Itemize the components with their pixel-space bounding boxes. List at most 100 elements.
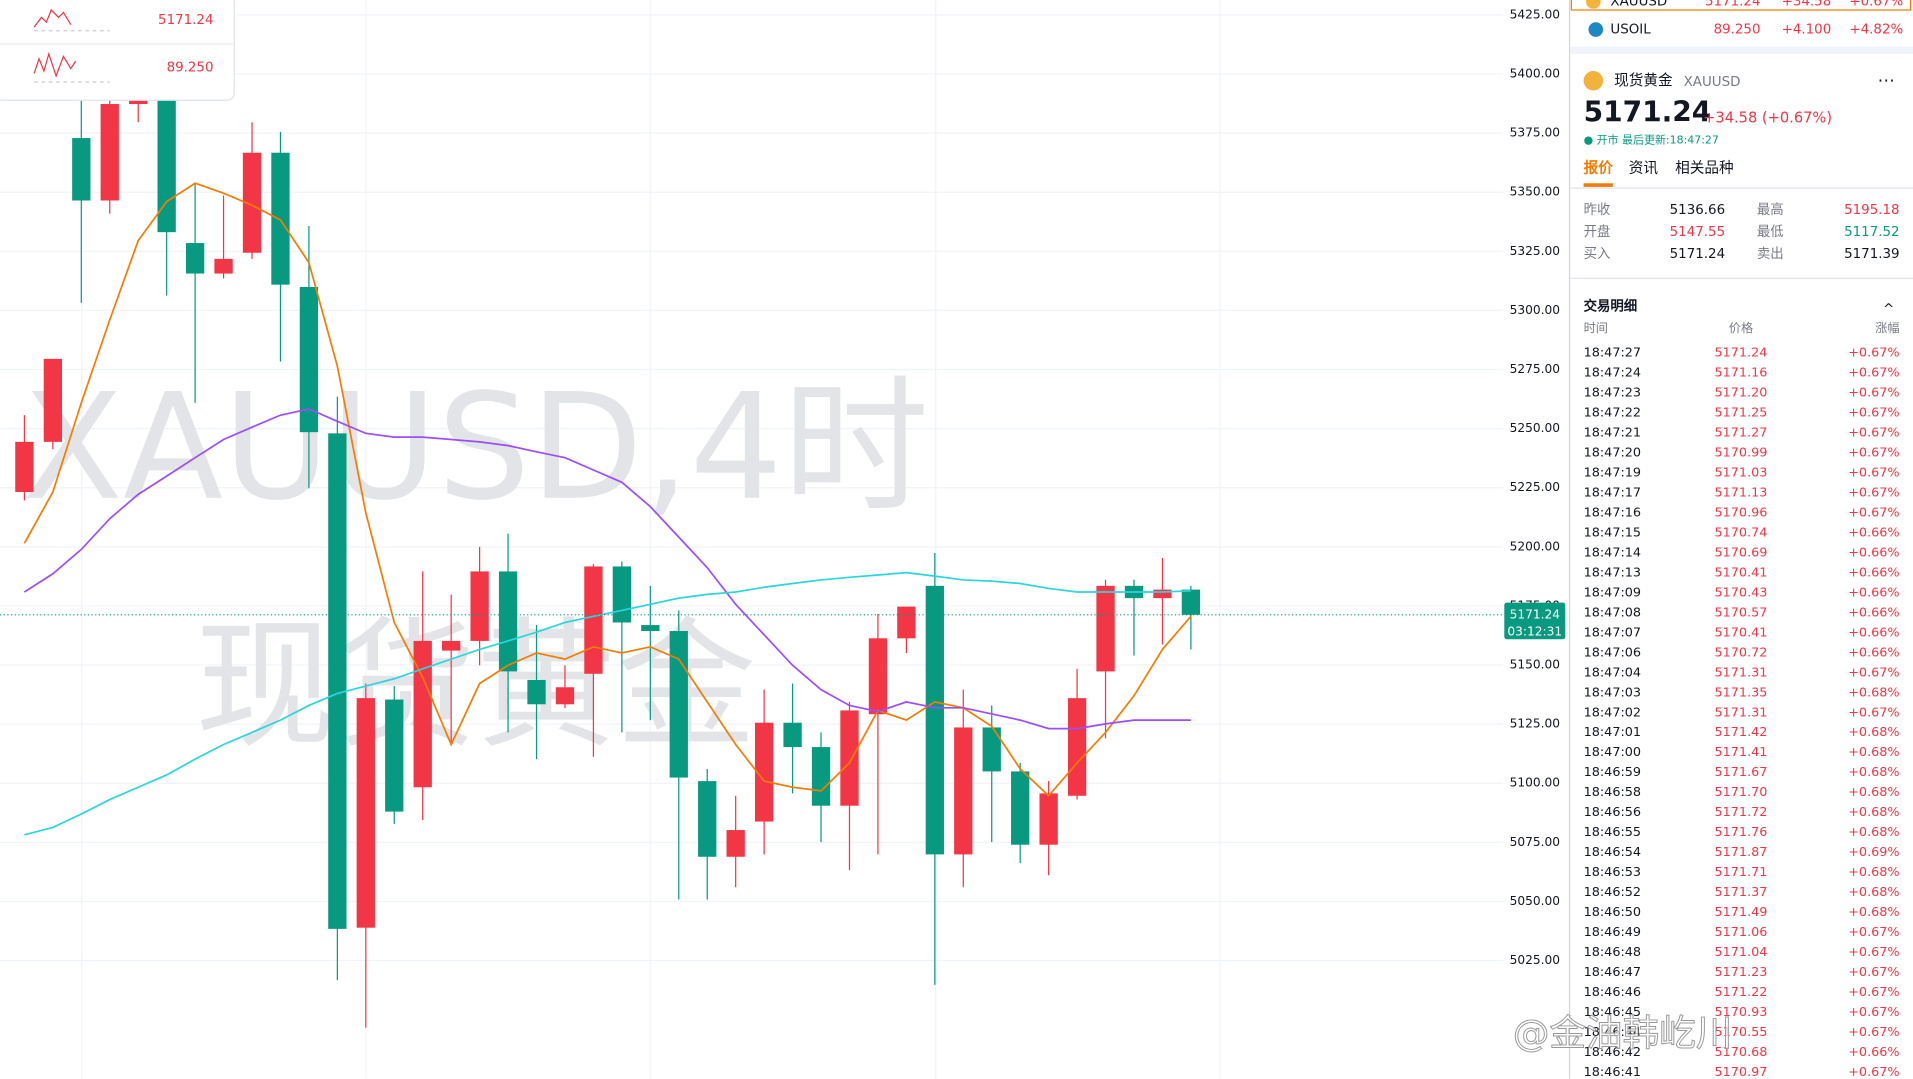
candle-body [897, 606, 916, 639]
collapse-button[interactable]: ^ [1883, 302, 1894, 317]
trade-time: 18:46:47 [1584, 965, 1641, 980]
popup-value: 5171.24 [158, 13, 213, 28]
tab[interactable]: 报价 [1584, 160, 1614, 177]
trade-time: 18:46:45 [1584, 1005, 1641, 1020]
tab[interactable]: 资讯 [1629, 160, 1659, 177]
candle-body [925, 585, 944, 855]
sparkline [33, 51, 77, 78]
y-tick-label: 5325.00 [1510, 244, 1560, 258]
trade-time: 18:46:55 [1584, 825, 1641, 840]
trades-table: 18:47:27 5171.24 +0.67% 18:47:24 5171.16 +0.6… [1584, 345, 1900, 1079]
selected-row[interactable] [1570, 0, 1912, 11]
watch-change: +34.58 [1782, 0, 1832, 9]
trade-price: 5171.04 [1715, 945, 1768, 960]
trade-time: 18:47:16 [1584, 505, 1641, 520]
trade-price: 5171.37 [1715, 885, 1768, 900]
trade-change: +0.69% [1848, 845, 1899, 860]
trade-price: 5171.20 [1715, 385, 1768, 400]
trade-price: 5171.35 [1715, 685, 1768, 700]
trade-change: +0.68% [1848, 725, 1899, 740]
trade-price: 5170.97 [1715, 1065, 1768, 1079]
tab-underline [1583, 183, 1613, 187]
weibo-watermark: @金油韩屹川 [1513, 1011, 1733, 1054]
watch-symbol[interactable]: USOIL [1610, 23, 1651, 38]
trade-price: 5171.71 [1715, 865, 1768, 880]
candle-body [15, 441, 34, 492]
candle-body [1096, 585, 1115, 672]
symbol-name: 现货黄金 [1614, 72, 1673, 89]
popup-box [0, 0, 235, 101]
y-tick-label: 5400.00 [1510, 67, 1560, 81]
candle-body [1181, 589, 1201, 615]
stat-value: 5171.39 [1844, 247, 1899, 262]
trade-price: 5170.69 [1715, 545, 1768, 560]
trade-price: 5171.23 [1715, 965, 1768, 980]
stats: 昨收 5136.66 最高 5195.18 开盘 5147.55 最低 5117.52 买入 51… [1584, 201, 1900, 262]
trade-price: 5171.41 [1715, 745, 1768, 760]
price-change: +34.58 (+0.67%) [1703, 110, 1832, 127]
stat-label: 卖出 [1757, 246, 1784, 262]
watch-symbol[interactable]: XAUUSD [1610, 0, 1667, 9]
trade-price: 5171.27 [1715, 425, 1768, 440]
column-header: 时间 [1584, 321, 1608, 335]
y-tick-label: 5150.00 [1510, 658, 1560, 672]
trade-change: +0.67% [1848, 465, 1899, 480]
candle-body [43, 358, 63, 442]
trade-change: +0.67% [1848, 1005, 1899, 1020]
trade-price: 5170.68 [1715, 1045, 1768, 1060]
trade-change: +0.66% [1848, 565, 1899, 580]
candle-body [555, 687, 575, 705]
separator [1570, 46, 1913, 54]
trade-time: 18:47:15 [1584, 525, 1641, 540]
moving-average [24, 571, 1191, 836]
trade-price: 5170.96 [1715, 505, 1768, 520]
y-tick-label: 5075.00 [1510, 835, 1560, 849]
trade-change: +0.68% [1848, 685, 1899, 700]
candle-body [1011, 771, 1030, 845]
candle-body [641, 625, 660, 631]
trade-change: +0.68% [1848, 865, 1899, 880]
y-tick-label: 5125.00 [1510, 717, 1560, 731]
trade-change: +0.66% [1848, 525, 1899, 540]
price: 5171.24 [1584, 96, 1712, 129]
y-tick-label: 5350.00 [1510, 185, 1560, 199]
trade-change: +0.66% [1848, 545, 1899, 560]
trade-time: 18:47:01 [1584, 725, 1641, 740]
y-tick-label: 5025.00 [1510, 953, 1560, 967]
axis-labels: 5425.00 5400.00 5375.00 5350.00 5325.00 5300.… [1504, 7, 1566, 967]
tab[interactable]: 相关品种 [1675, 160, 1734, 177]
candle-body [271, 152, 290, 285]
trade-time: 18:47:13 [1584, 565, 1641, 580]
watch-change: +4.100 [1782, 23, 1832, 38]
moving-average [23, 182, 1192, 798]
trade-price: 5171.72 [1715, 805, 1768, 820]
trade-time: 18:47:21 [1584, 425, 1641, 440]
stat-value: 5147.55 [1670, 225, 1725, 240]
candle-body [811, 747, 831, 806]
watch-price: 89.250 [1714, 23, 1761, 38]
trade-price: 5170.41 [1715, 625, 1768, 640]
y-tick-label: 5425.00 [1510, 7, 1560, 21]
trade-time: 18:46:59 [1584, 765, 1641, 780]
trade-time: 18:46:58 [1584, 785, 1641, 800]
more-button[interactable]: ⋯ [1878, 71, 1895, 91]
candle-body [129, 97, 148, 105]
trade-price: 5171.13 [1715, 485, 1768, 500]
trade-price: 5171.06 [1715, 925, 1768, 940]
trade-change: +0.67% [1848, 925, 1899, 940]
stat-label: 开盘 [1584, 223, 1611, 240]
stat-value: 5171.24 [1670, 247, 1725, 262]
candle-body [783, 722, 802, 748]
trade-time: 18:47:08 [1584, 605, 1641, 620]
stat-label: 最高 [1757, 201, 1784, 218]
panel-bg [1570, 0, 1913, 1079]
trade-time: 18:46:42 [1584, 1045, 1641, 1060]
trade-price: 5171.31 [1715, 665, 1768, 680]
y-tick-label: 5275.00 [1510, 362, 1560, 376]
candle-body [470, 571, 489, 641]
candle-body [242, 152, 262, 253]
trade-time: 18:46:56 [1584, 805, 1641, 820]
trade-change: +0.67% [1848, 945, 1899, 960]
watermark: XAUUSD,4时 [23, 362, 929, 533]
